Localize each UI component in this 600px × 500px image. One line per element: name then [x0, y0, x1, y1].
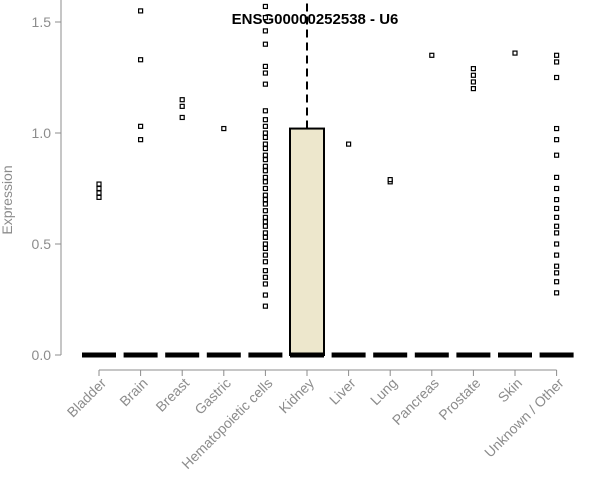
outlier-point	[96, 181, 102, 187]
outlier-point	[512, 50, 518, 56]
outlier-point	[96, 194, 102, 200]
outlier-point	[262, 201, 268, 207]
outlier-point	[262, 141, 268, 147]
outlier-point	[262, 281, 268, 287]
outlier-point	[262, 123, 268, 129]
outlier-point	[553, 214, 560, 220]
outlier-point	[553, 263, 560, 269]
outlier-point	[262, 63, 268, 70]
outlier-point	[262, 134, 268, 141]
x-tick-label: Skin	[495, 375, 526, 406]
outlier-point	[387, 177, 393, 183]
x-tick-label: Unknown / Other	[481, 375, 567, 461]
x-tick-label: Bladder	[64, 375, 110, 421]
outlier-point	[262, 3, 268, 10]
y-axis-label: Expression	[0, 165, 15, 234]
outlier-point	[553, 137, 560, 143]
outlier-point	[262, 14, 268, 21]
outlier-point	[96, 185, 102, 192]
outlier-point	[470, 79, 476, 85]
outlier-point	[138, 8, 144, 14]
outlier-point	[262, 130, 268, 136]
outlier-point	[262, 223, 268, 229]
outlier-point	[179, 114, 185, 121]
outlier-point	[553, 185, 560, 192]
outlier-point	[262, 179, 268, 185]
outlier-point	[262, 117, 268, 123]
outlier-point	[262, 152, 268, 158]
outlier-point	[262, 208, 268, 214]
outlier-point	[553, 279, 560, 285]
outlier-point	[553, 230, 560, 236]
outlier-point	[138, 123, 144, 129]
outlier-point	[553, 270, 560, 276]
outlier-point	[262, 41, 268, 47]
outlier-point	[470, 66, 476, 72]
outlier-point	[346, 141, 352, 147]
outlier-point	[221, 125, 227, 132]
x-tick-label: Prostate	[435, 375, 483, 423]
outlier-point	[262, 192, 268, 198]
box	[289, 127, 325, 356]
outlier-point	[262, 245, 268, 252]
outlier-point	[262, 241, 268, 247]
outlier-point	[262, 214, 268, 220]
x-tick-label: Breast	[152, 375, 192, 415]
outlier-point	[138, 137, 144, 143]
outlier-point	[262, 185, 268, 192]
outlier-point	[553, 152, 560, 158]
outlier-point	[553, 252, 560, 258]
outlier-point	[262, 252, 268, 258]
y-tick-label: 0.0	[32, 347, 52, 363]
outlier-point	[262, 108, 268, 114]
outlier-point	[179, 97, 185, 103]
outlier-point	[553, 223, 560, 229]
y-tick-label: 1.5	[32, 14, 52, 30]
outlier-point	[553, 205, 560, 212]
outlier-point	[553, 74, 560, 81]
x-tick-label: Kidney	[276, 375, 318, 417]
outlier-point	[553, 197, 560, 203]
outlier-point	[470, 72, 476, 78]
outlier-point	[553, 59, 560, 65]
outlier-point	[262, 168, 268, 174]
outlier-point	[262, 303, 268, 309]
x-tick-label: Lung	[367, 375, 400, 408]
outlier-point	[262, 230, 268, 236]
x-tick-label: Liver	[326, 375, 359, 408]
outlier-point	[553, 174, 560, 180]
outlier-point	[262, 28, 268, 34]
y-tick-label: 1.0	[32, 125, 52, 141]
outlier-point	[262, 174, 268, 180]
y-tick-label: 0.5	[32, 236, 52, 252]
outlier-point	[553, 241, 560, 247]
outlier-point	[96, 190, 102, 196]
outlier-point	[262, 268, 268, 274]
x-tick-label: Brain	[116, 375, 150, 409]
plot-area: 0.00.51.01.52.02.5BladderBrainBreastGast…	[32, 0, 574, 472]
outlier-point	[553, 125, 560, 132]
outlier-point	[262, 274, 268, 280]
outlier-point	[262, 163, 268, 169]
chart-title: ENSG00000252538 - U6	[232, 11, 399, 28]
outlier-point	[262, 70, 268, 76]
outlier-point	[179, 103, 185, 109]
outlier-point	[262, 234, 268, 240]
outlier-point	[138, 57, 144, 63]
outlier-point	[429, 52, 435, 58]
outlier-point	[262, 219, 268, 225]
outlier-point	[553, 52, 560, 58]
outlier-point	[553, 290, 560, 296]
outlier-point	[262, 157, 268, 163]
outlier-point	[262, 197, 268, 203]
outlier-point	[470, 85, 476, 92]
outlier-point	[262, 259, 268, 265]
outlier-point	[262, 81, 268, 87]
outlier-point	[262, 145, 268, 152]
outlier-point	[262, 292, 268, 298]
